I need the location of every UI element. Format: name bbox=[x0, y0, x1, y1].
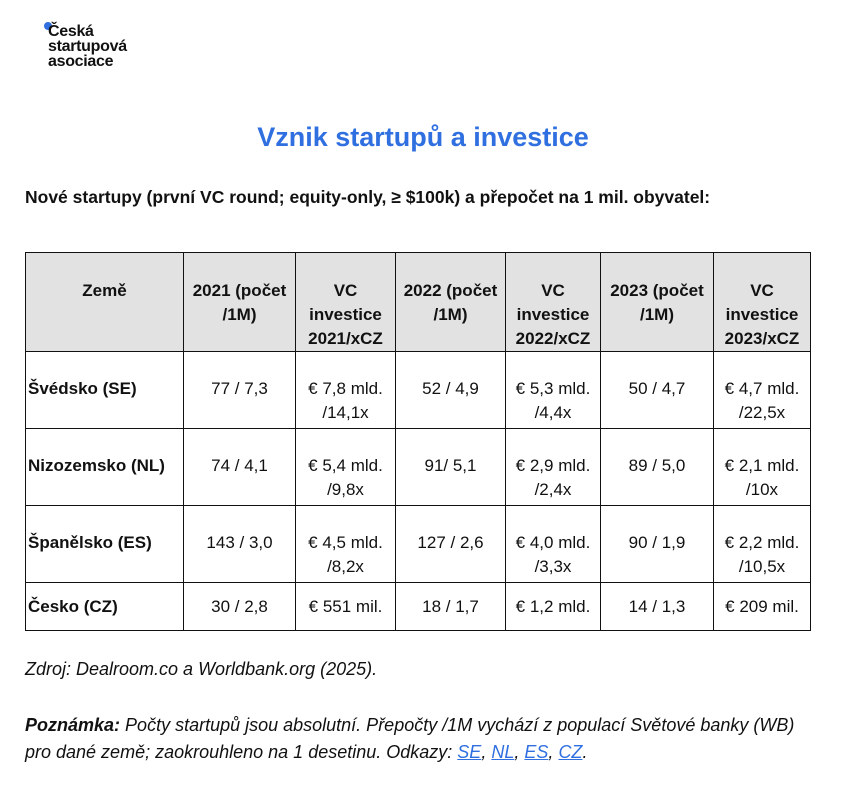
country-cell: Česko (CZ) bbox=[25, 582, 184, 631]
column-header: 2023 (počet /1M) bbox=[600, 252, 714, 352]
value-cell: € 209 mil. bbox=[713, 582, 811, 631]
value-cell: € 7,8 mld. /14,1x bbox=[295, 351, 396, 429]
header-row: Země 2021 (počet /1M) VC investice 2021/xC… bbox=[25, 252, 811, 352]
table-row: Česko (CZ) 30 / 2,8 € 551 mil. 18 / 1,7 € 1,… bbox=[25, 582, 811, 631]
value-cell: € 551 mil. bbox=[295, 582, 396, 631]
value-cell: 89 / 5,0 bbox=[600, 428, 714, 506]
value-cell: 77 / 7,3 bbox=[183, 351, 296, 429]
note-link[interactable]: SE bbox=[457, 742, 482, 762]
value-cell: € 4,0 mld. /3,3x bbox=[505, 505, 601, 583]
note-link[interactable]: ES bbox=[524, 742, 549, 762]
logo: Česká startupová asociace bbox=[48, 23, 127, 70]
note-text: Počty startupů jsou absolutní. Přepočty … bbox=[25, 715, 795, 762]
source: Zdroj: Dealroom.co a Worldbank.org (2025… bbox=[25, 659, 378, 679]
value-cell: 74 / 4,1 bbox=[183, 428, 296, 506]
column-header: VC investice 2023/xCZ bbox=[713, 252, 811, 352]
link-separator: , bbox=[514, 742, 520, 762]
value-cell: 14 / 1,3 bbox=[600, 582, 714, 631]
column-header: Země bbox=[25, 252, 184, 352]
value-cell: 52 / 4,9 bbox=[395, 351, 506, 429]
logo-line: asociace bbox=[48, 53, 114, 70]
value-cell: € 5,4 mld. /9,8x bbox=[295, 428, 396, 506]
column-header: VC investice 2021/xCZ bbox=[295, 252, 396, 352]
value-cell: 30 / 2,8 bbox=[183, 582, 296, 631]
title: Vznik startupů a investice bbox=[257, 122, 589, 152]
link-separator: , bbox=[548, 742, 554, 762]
note-link[interactable]: CZ bbox=[558, 742, 583, 762]
value-cell: 127 / 2,6 bbox=[395, 505, 506, 583]
value-cell: € 4,7 mld. /22,5x bbox=[713, 351, 811, 429]
value-cell: 18 / 1,7 bbox=[395, 582, 506, 631]
note: Poznámka: Počty startupů jsou absolutní.… bbox=[25, 712, 825, 766]
logo-line: startupová bbox=[48, 38, 127, 55]
value-cell: € 2,9 mld. /2,4x bbox=[505, 428, 601, 506]
table: Země 2021 (počet /1M) VC investice 2021/xC… bbox=[25, 252, 811, 631]
note-label: Poznámka: bbox=[25, 715, 121, 735]
note-end: . bbox=[582, 742, 588, 762]
subtitle: Nové startupy (první VC round; equity-on… bbox=[25, 187, 711, 207]
country-cell: Španělsko (ES) bbox=[25, 505, 184, 583]
column-header: 2021 (počet /1M) bbox=[183, 252, 296, 352]
value-cell: 143 / 3,0 bbox=[183, 505, 296, 583]
value-cell: € 5,3 mld. /4,4x bbox=[505, 351, 601, 429]
country-cell: Nizozemsko (NL) bbox=[25, 428, 184, 506]
value-cell: € 2,1 mld. /10x bbox=[713, 428, 811, 506]
value-cell: € 2,2 mld. /10,5x bbox=[713, 505, 811, 583]
value-cell: € 1,2 mld. bbox=[505, 582, 601, 631]
table-row: Španělsko (ES) 143 / 3,0 € 4,5 mld. /8,2x 1… bbox=[25, 505, 811, 583]
logo-mark bbox=[44, 22, 52, 30]
value-cell: 90 / 1,9 bbox=[600, 505, 714, 583]
column-header: VC investice 2022/xCZ bbox=[505, 252, 601, 352]
link-separator: , bbox=[481, 742, 487, 762]
value-cell: 50 / 4,7 bbox=[600, 351, 714, 429]
country-cell: Švédsko (SE) bbox=[25, 351, 184, 429]
value-cell: € 4,5 mld. /8,2x bbox=[295, 505, 396, 583]
table-row: Švédsko (SE) 77 / 7,3 € 7,8 mld. /14,1x 52 … bbox=[25, 351, 811, 429]
column-header: 2022 (počet /1M) bbox=[395, 252, 506, 352]
table-row: Nizozemsko (NL) 74 / 4,1 € 5,4 mld. /9,8x 9… bbox=[25, 428, 811, 506]
value-cell: 91/ 5,1 bbox=[395, 428, 506, 506]
logo-line: Česká bbox=[48, 23, 94, 40]
note-link[interactable]: NL bbox=[491, 742, 515, 762]
